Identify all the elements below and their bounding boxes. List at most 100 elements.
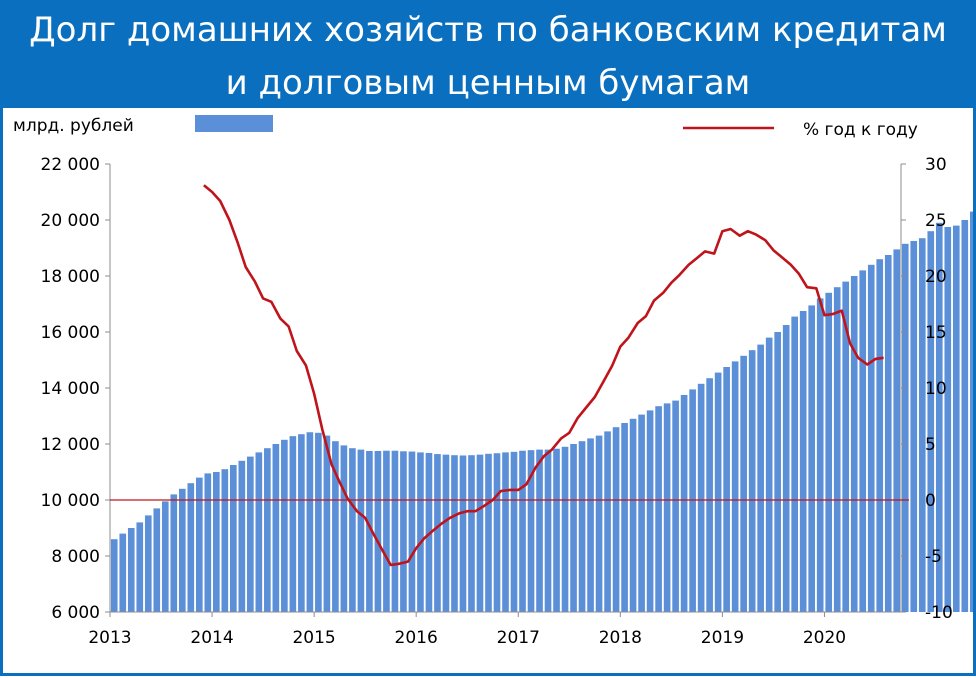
bar [111,539,118,612]
bar [273,444,280,612]
bar [162,501,169,612]
bar [825,293,832,612]
bar [230,465,237,612]
bar [400,451,407,612]
bar [170,494,177,612]
bar [808,305,815,612]
bar [179,489,186,612]
bar [264,448,271,612]
bar [587,438,594,612]
bar [315,433,322,612]
y-right-tick-label: 10 [925,379,947,399]
bar [621,423,628,612]
legend-line-label: % год к году [803,120,918,140]
bar [970,212,973,612]
bar [222,469,229,612]
bar [562,447,569,612]
y-left-tick-label: 10 000 [41,491,100,511]
bar [434,454,441,612]
bar [239,461,246,612]
bar [723,367,730,612]
bar [638,415,645,612]
y-right-tick-label: 20 [925,267,947,287]
bar [868,265,875,612]
bar [740,356,747,612]
bar [774,332,781,612]
bar [834,287,841,612]
bar [460,455,467,612]
bar [604,431,611,612]
y-right-tick-label: 15 [925,323,947,343]
bar [681,395,688,612]
y-left-tick-label: 22 000 [41,155,100,175]
bar [502,452,509,612]
bar [570,444,577,612]
bar [647,410,654,612]
bar [664,403,671,612]
bar [247,457,254,612]
bar [196,478,203,612]
bar [383,451,390,612]
bar [791,317,798,612]
bar [672,401,679,612]
bar [783,325,790,612]
bar [757,345,764,612]
bar [409,452,416,612]
y-right-tick-label: 0 [925,491,936,511]
y-left-tick-label: 8 000 [51,547,100,567]
bar [613,427,620,612]
bar [519,451,526,612]
bar [766,338,773,612]
y-left-tick-label: 14 000 [41,379,100,399]
bar [358,450,365,612]
title-line-2: и долговым ценным бумагам [0,61,976,105]
bar [596,436,603,612]
legend-bars-swatch [195,115,273,132]
bar [859,270,866,612]
bar [630,419,637,612]
bar [324,436,331,612]
y-right-tick-label: 25 [925,211,947,231]
bar [706,378,713,612]
bar [349,448,356,612]
x-tick-label: 2019 [701,628,744,648]
x-tick-label: 2015 [292,628,335,648]
bar [800,311,807,612]
bar [281,440,288,612]
bar [307,432,314,612]
bar [451,455,458,612]
bar [817,298,824,612]
bar [893,249,900,612]
growth-line [204,185,884,565]
legend-bars-label: млрд. рублей [13,116,134,136]
bar [119,534,126,612]
bar [153,508,160,612]
y-right-tick-label: -10 [925,603,953,623]
x-tick-label: 2013 [88,628,131,648]
x-tick-label: 2018 [599,628,642,648]
bar [902,244,909,612]
bar [732,361,739,612]
bar [511,452,518,612]
bar [477,455,484,612]
bar [341,445,348,612]
y-left-tick-label: 18 000 [41,267,100,287]
y-left-tick-label: 6 000 [51,603,100,623]
title-line-1: Долг домашних хозяйств по банковским кре… [0,8,976,52]
y-left-tick-label: 12 000 [41,435,100,455]
bar [145,515,152,612]
bar [443,455,450,612]
bar [187,483,194,612]
bar [545,450,552,612]
bar [698,384,705,612]
y-right-tick-label: 5 [925,435,936,455]
bar [876,259,883,612]
bar [128,528,135,612]
bar [953,226,960,612]
bar [298,434,305,612]
bar [494,453,501,612]
bar [392,451,399,612]
bar [910,241,917,612]
